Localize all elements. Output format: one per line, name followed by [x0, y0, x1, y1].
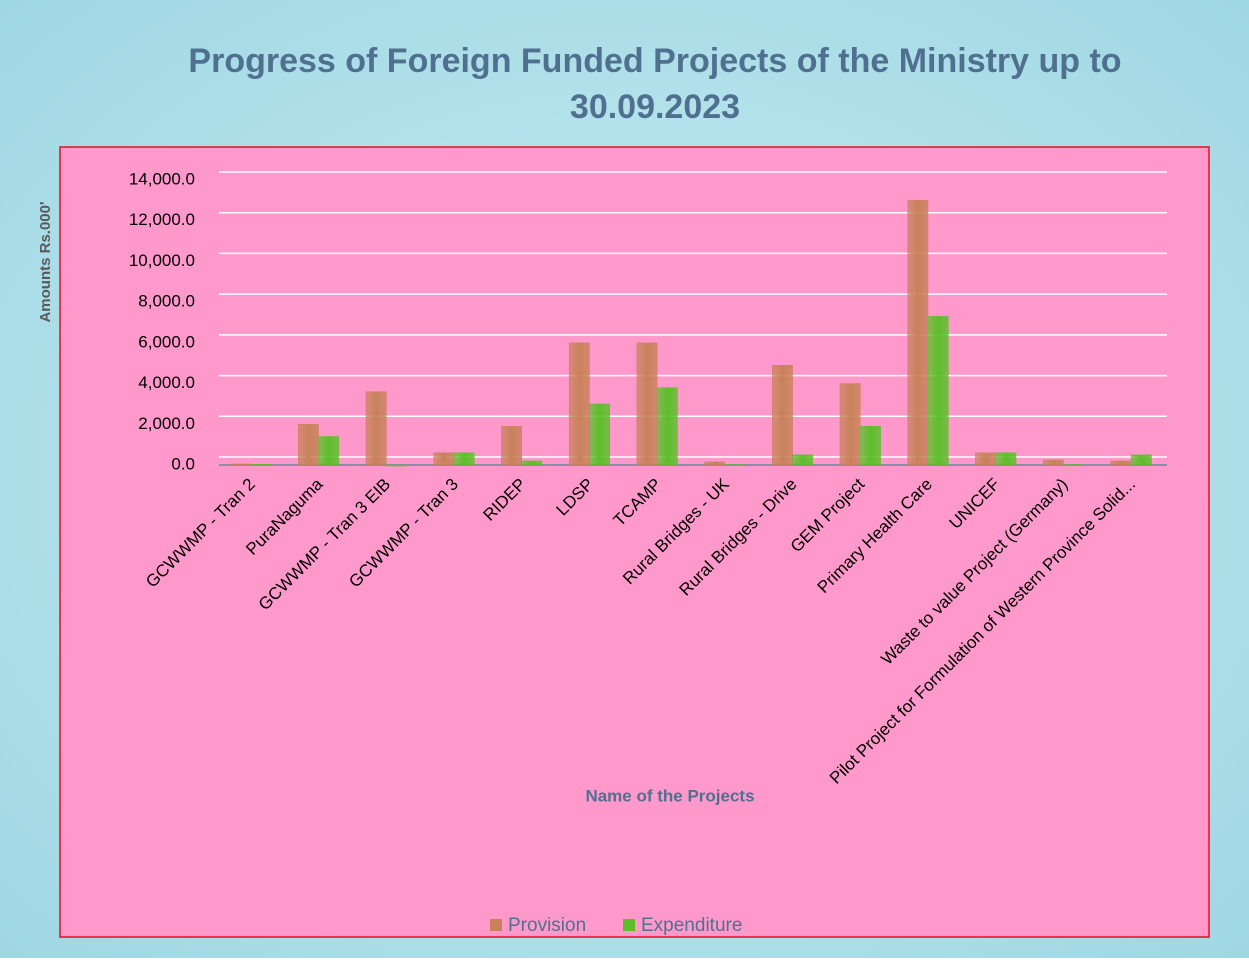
bar [907, 200, 929, 466]
bar [792, 454, 814, 466]
bar [1042, 459, 1064, 466]
x-axis-title: Name of the Projects [585, 786, 754, 805]
y-tick-label: 2,000.0 [138, 414, 195, 433]
bar [589, 403, 610, 466]
bar [453, 452, 475, 466]
y-tick-label: 4,000.0 [138, 373, 195, 392]
bar [365, 391, 387, 466]
y-tick-label: 10,000.0 [129, 251, 195, 270]
bar [839, 383, 861, 466]
bar [975, 452, 996, 466]
y-axis-title: Amounts Rs.000' [37, 201, 54, 322]
bar [656, 387, 678, 466]
bar [860, 426, 881, 466]
chart-title: Progress of Foreign Funded Projects of t… [188, 42, 1122, 126]
bar [1063, 464, 1084, 466]
bar [724, 464, 746, 466]
bar [995, 452, 1017, 466]
legend-swatch [623, 919, 635, 931]
bar [386, 464, 407, 467]
plot-area [59, 146, 1210, 938]
bar [230, 463, 252, 466]
bar [250, 464, 272, 466]
y-tick-label: 14,000.0 [129, 169, 195, 188]
bar [298, 424, 319, 466]
y-tick-label: 8,000.0 [138, 292, 195, 311]
bar [318, 436, 340, 466]
bar [1130, 454, 1152, 466]
bar [704, 461, 726, 466]
legend-swatch [490, 919, 502, 931]
title-box: Progress of Foreign Funded Projects of t… [188, 42, 1122, 126]
y-tick-label: 0.0 [171, 454, 195, 473]
bar [433, 452, 455, 466]
bar [772, 365, 793, 466]
bar [521, 460, 543, 466]
legend-label: Expenditure [641, 915, 742, 936]
bar [927, 316, 949, 466]
bar [501, 426, 522, 466]
bar [568, 342, 590, 466]
legend-label: Provision [508, 915, 586, 936]
y-tick-label: 12,000.0 [129, 210, 195, 229]
legend: Provision Expenditure [490, 915, 742, 936]
bar [636, 342, 658, 466]
y-tick-label: 6,000.0 [138, 332, 195, 351]
bar [1110, 460, 1132, 466]
